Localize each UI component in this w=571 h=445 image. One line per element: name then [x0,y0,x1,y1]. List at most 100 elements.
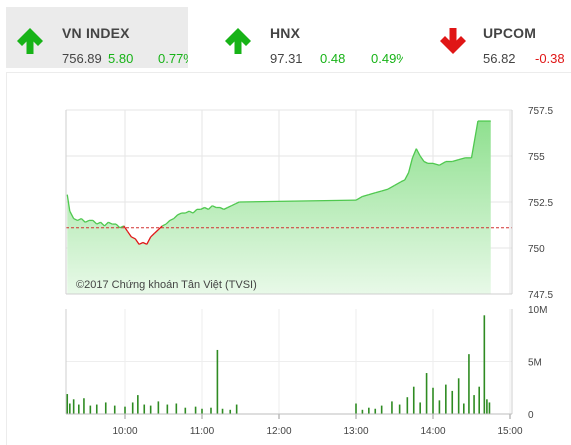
volume-bar [438,400,441,414]
price-line-segment [127,231,132,238]
copyright-text: ©2017 Chứng khoán Tân Việt (TVSI) [76,279,257,291]
volume-bar [473,395,475,414]
price-tick-label: 747.5 [528,290,553,301]
volume-tick-label: 0 [528,410,534,421]
price-tick-label: 757.5 [528,106,553,117]
tab-upcom[interactable]: UPCOM 56.82 -0.38 [427,7,571,68]
volume-bar [355,403,357,414]
price-line-segment [394,181,402,187]
price-line-segment [227,205,232,209]
volume-bar [451,390,454,414]
volume-bar [89,405,92,414]
arrow-up-icon [17,28,43,54]
volume-bar [419,402,421,414]
price-line-segment [368,192,376,196]
price-tick-label: 750 [528,244,545,255]
price-line-segment [407,157,414,173]
volume-bar [210,407,212,414]
price-line-segment [169,217,175,221]
volume-bar [175,403,178,414]
index-change: 0.48 [320,51,346,66]
volume-bar [95,404,98,414]
index-tabs: VN INDEX 756.89 5.80 0.77% HNX 97.31 0.4… [0,0,571,68]
price-line-segment [432,162,440,166]
price-line-segment [375,190,382,194]
volume-bar [468,354,470,414]
price-line-segment [142,241,148,245]
volume-bar [361,409,364,414]
volume-bar [380,405,383,414]
price-tick-label: 752.5 [528,198,553,209]
volume-bar [457,378,460,414]
tab-name: VN INDEX [62,25,130,41]
price-line-segment [387,184,395,190]
volume-bar [104,402,107,414]
volume-tick-label: 5M [528,358,542,369]
price-line-segment [200,206,205,210]
volume-bar [391,401,393,414]
price-tick-label: 755 [528,152,545,163]
volume-bar [235,404,238,414]
price-line-segment [211,205,217,209]
price-line-segment [100,221,105,227]
price-line-segment [419,155,425,162]
volume-bar [194,406,197,414]
price-line-segment [452,159,459,163]
price-line-segment [108,221,113,225]
price-line-segment [192,208,198,214]
volume-bar [478,386,480,414]
price-layer [66,120,512,294]
volume-bar [124,406,126,414]
price-line-segment [423,160,429,164]
volume-bar [229,409,232,414]
price-line-segment [66,194,71,212]
volume-bar [216,349,219,414]
index-price: 97.31 [270,51,303,66]
volume-bar [463,403,465,414]
volume-tick-label: 10M [528,305,547,316]
price-line-segment [188,210,194,214]
volume-bar [221,408,224,414]
price-line-segment [134,238,140,245]
price-line-segment [470,120,479,158]
volume-bar [113,405,116,414]
price-line-segment [185,210,190,214]
price-line-segment [439,160,447,166]
volume-bar [143,404,146,414]
axis-layer: 757.5 755 752.5 750 747.5 10M 5M 0 10:00 11:00 12:… [65,106,553,437]
price-line-segment [69,210,75,219]
index-change: 5.80 [108,51,134,66]
volume-bar [412,386,415,414]
price-line-segment [177,212,182,216]
volume-bar [69,403,71,414]
volume-bar [488,402,491,414]
price-line-segment [400,179,406,183]
tab-name: HNX [270,25,301,41]
price-line-segment [204,206,209,210]
volume-bar [83,398,85,414]
price-area [67,121,491,294]
price-line-segment [458,157,466,161]
price-line-segment [173,214,179,220]
tab-hnx[interactable]: HNX 97.31 0.48 0.49% [214,7,414,68]
price-line-segment [80,218,86,223]
volume-layer [66,315,491,414]
price-line-segment [355,195,363,201]
price-line-segment [150,232,155,238]
price-line-segment [146,236,152,245]
index-change: -0.38 [535,51,565,66]
price-line-segment [235,201,240,205]
volume-bar [483,315,486,414]
volume-bar [398,404,401,414]
arrow-up-icon [225,28,251,54]
volume-bar [368,407,370,414]
tab-vn-index[interactable]: VN INDEX 756.89 5.80 0.77% [6,7,188,68]
price-line-segment [161,223,167,227]
index-percent: 0.49% [371,51,403,66]
price-line-segment [157,225,163,231]
volume-bar [425,373,428,414]
price-line-segment [239,199,357,203]
volume-bar [486,399,488,414]
price-line-segment [362,194,370,198]
